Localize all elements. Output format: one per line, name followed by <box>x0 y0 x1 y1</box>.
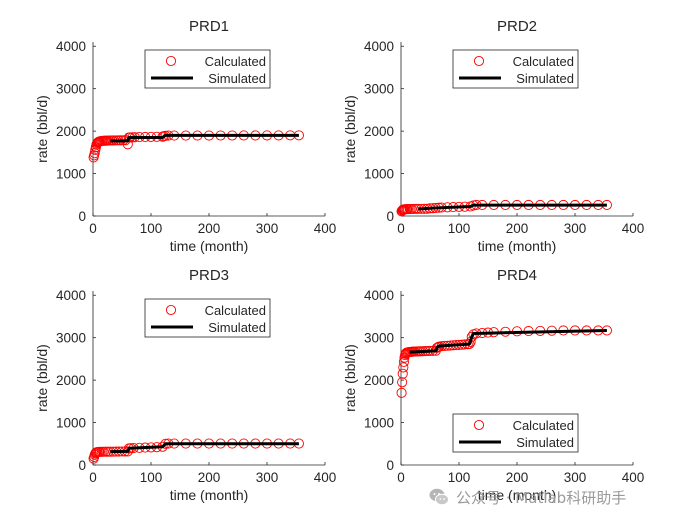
legend-calculated-label: Calculated <box>513 418 574 433</box>
y-tick-label: 0 <box>386 458 394 473</box>
chart-title: PRD2 <box>497 18 537 35</box>
legend: Calculated Simulated <box>144 49 271 89</box>
simulated-line <box>110 133 299 143</box>
y-tick-label: 4000 <box>56 39 86 54</box>
y-axis-label: rate (bbl/d) <box>342 344 358 412</box>
legend-calculated-label: Calculated <box>205 303 266 318</box>
y-tick-label: 4000 <box>364 288 394 303</box>
x-tick-label: 100 <box>448 470 471 485</box>
x-tick-label: 100 <box>140 470 163 485</box>
x-axis-label: time (month) <box>478 238 557 254</box>
x-axis-label: time (month) <box>170 238 249 254</box>
y-tick-label: 3000 <box>364 331 394 346</box>
x-tick-label: 300 <box>256 470 279 485</box>
x-tick-label: 400 <box>622 221 645 236</box>
y-axis-label: rate (bbl/d) <box>34 344 50 412</box>
calculated-point <box>398 362 409 373</box>
legend: Calculated Simulated <box>144 298 271 338</box>
y-tick-label: 0 <box>78 458 86 473</box>
legend: Calculated Simulated <box>452 413 579 453</box>
y-axis-label: rate (bbl/d) <box>342 95 358 163</box>
x-tick-label: 200 <box>198 221 221 236</box>
calculated-point <box>431 342 443 353</box>
x-tick-label: 300 <box>256 221 279 236</box>
calculated-point <box>406 203 417 215</box>
wechat-icon <box>429 488 449 506</box>
y-tick-label: 4000 <box>56 288 86 303</box>
calculated-point <box>397 368 408 379</box>
legend-box <box>144 298 271 338</box>
calculated-point <box>100 446 111 457</box>
y-tick-label: 1000 <box>56 416 86 431</box>
simulated-line <box>110 442 299 454</box>
legend-simulated-label: Simulated <box>516 71 574 86</box>
legend-calculated-marker <box>473 419 485 431</box>
chart-title: PRD4 <box>497 267 537 284</box>
y-tick-label: 1000 <box>364 167 394 182</box>
x-axis-label: time (month) <box>170 487 249 503</box>
x-tick-label: 0 <box>397 221 405 236</box>
y-tick-label: 0 <box>386 209 394 224</box>
calculated-point <box>396 387 407 398</box>
watermark-text: 公众号 · Matlab科研助手 <box>456 488 627 507</box>
x-tick-label: 300 <box>564 470 587 485</box>
legend-box <box>144 49 271 89</box>
x-tick-label: 100 <box>140 221 163 236</box>
x-tick-label: 400 <box>314 470 337 485</box>
legend-box <box>452 49 579 89</box>
legend-simulated-label: Simulated <box>516 435 574 450</box>
y-tick-label: 3000 <box>56 331 86 346</box>
y-tick-label: 2000 <box>364 124 394 139</box>
x-axis-label: time (month) <box>478 487 557 503</box>
legend-calculated-marker <box>165 304 177 316</box>
x-tick-label: 0 <box>89 221 97 236</box>
chart-title: PRD1 <box>189 18 229 35</box>
x-tick-label: 0 <box>89 470 97 485</box>
y-tick-label: 2000 <box>56 124 86 139</box>
calculated-point <box>98 446 109 457</box>
y-tick-label: 2000 <box>364 373 394 388</box>
legend-calculated-label: Calculated <box>205 54 266 69</box>
legend: Calculated Simulated <box>452 49 579 89</box>
y-tick-label: 4000 <box>364 39 394 54</box>
x-tick-label: 200 <box>506 221 529 236</box>
legend-calculated-marker <box>473 55 485 67</box>
chart-title: PRD3 <box>189 267 229 284</box>
x-tick-label: 200 <box>198 470 221 485</box>
y-tick-label: 3000 <box>56 82 86 97</box>
y-tick-label: 3000 <box>364 82 394 97</box>
legend-box <box>452 413 579 453</box>
x-tick-label: 100 <box>448 221 471 236</box>
x-tick-label: 400 <box>622 470 645 485</box>
legend-simulated-label: Simulated <box>208 320 266 335</box>
x-tick-label: 0 <box>397 470 405 485</box>
simulated-line <box>418 203 607 211</box>
y-axis-label: rate (bbl/d) <box>34 95 50 163</box>
legend-calculated-marker <box>165 55 177 67</box>
simulated-line <box>409 328 607 354</box>
y-tick-label: 1000 <box>364 416 394 431</box>
y-tick-label: 2000 <box>56 373 86 388</box>
y-tick-label: 1000 <box>56 167 86 182</box>
x-tick-label: 400 <box>314 221 337 236</box>
calculated-point <box>397 377 408 388</box>
legend-simulated-label: Simulated <box>208 71 266 86</box>
y-tick-label: 0 <box>78 209 86 224</box>
calculated-point <box>408 203 419 215</box>
x-tick-label: 200 <box>506 470 529 485</box>
legend-calculated-label: Calculated <box>513 54 574 69</box>
x-tick-label: 300 <box>564 221 587 236</box>
watermark: 公众号 · Matlab科研助手 <box>428 484 626 510</box>
